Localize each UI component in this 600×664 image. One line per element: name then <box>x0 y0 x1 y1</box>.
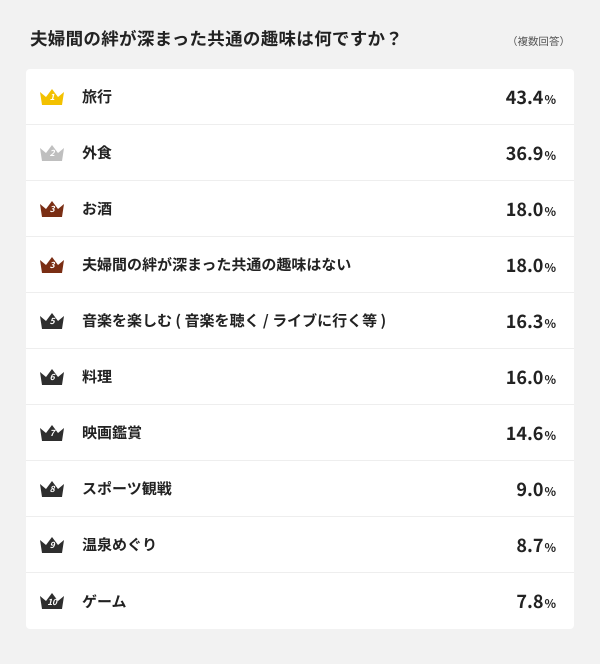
item-label: 外食 <box>82 142 506 163</box>
percent-sign: % <box>544 483 556 500</box>
crown-icon: 3 <box>38 198 66 220</box>
item-value: 16.0% <box>506 364 556 390</box>
crown-icon: 5 <box>38 310 66 332</box>
ranking-row: 3 夫婦間の絆が深まった共通の趣味はない18.0% <box>26 237 574 293</box>
crown-icon: 2 <box>38 142 66 164</box>
item-label: お酒 <box>82 198 506 219</box>
item-label: 旅行 <box>82 86 506 107</box>
rank-number: 5 <box>50 315 55 327</box>
item-value: 36.9% <box>506 140 556 166</box>
item-value: 18.0% <box>506 252 556 278</box>
rank-number: 8 <box>50 483 55 495</box>
crown-icon: 10 <box>38 590 66 612</box>
percent-sign: % <box>544 147 556 164</box>
rank-number: 3 <box>50 203 55 215</box>
item-value: 14.6% <box>506 420 556 446</box>
crown-icon: 8 <box>38 478 66 500</box>
percent-sign: % <box>544 427 556 444</box>
ranking-list: 1旅行43.4%2外食36.9%3お酒18.0%3夫婦間の絆が深まった共通の趣味… <box>26 69 574 629</box>
percent-sign: % <box>544 315 556 332</box>
percent-sign: % <box>544 203 556 220</box>
ranking-row: 6 料理16.0% <box>26 349 574 405</box>
item-label: 音楽を楽しむ ( 音楽を聴く / ライブに行く等 ) <box>82 310 506 331</box>
crown-icon: 7 <box>38 422 66 444</box>
rank-number: 7 <box>50 427 55 439</box>
rank-number: 2 <box>50 147 55 159</box>
title: 夫婦間の絆が深まった共通の趣味は何ですか？ <box>30 26 403 51</box>
note: （複数回答） <box>507 34 570 49</box>
item-label: 料理 <box>82 366 506 387</box>
item-label: 映画鑑賞 <box>82 422 506 443</box>
ranking-row: 10 ゲーム7.8% <box>26 573 574 629</box>
header: 夫婦間の絆が深まった共通の趣味は何ですか？ （複数回答） <box>26 26 574 51</box>
ranking-row: 7 映画鑑賞14.6% <box>26 405 574 461</box>
ranking-row: 3 お酒18.0% <box>26 181 574 237</box>
ranking-row: 2 外食36.9% <box>26 125 574 181</box>
ranking-row: 8 スポーツ観戦9.0% <box>26 461 574 517</box>
item-value: 43.4% <box>506 84 556 110</box>
percent-sign: % <box>544 595 556 612</box>
rank-number: 1 <box>50 91 55 103</box>
crown-icon: 1 <box>38 86 66 108</box>
item-label: ゲーム <box>82 591 516 612</box>
percent-sign: % <box>544 259 556 276</box>
percent-sign: % <box>544 371 556 388</box>
item-value: 9.0% <box>516 476 556 502</box>
crown-icon: 9 <box>38 534 66 556</box>
rank-number: 6 <box>50 371 55 383</box>
rank-number: 9 <box>50 539 55 551</box>
rank-number: 3 <box>50 259 55 271</box>
item-label: 夫婦間の絆が深まった共通の趣味はない <box>82 254 506 275</box>
item-value: 18.0% <box>506 196 556 222</box>
ranking-row: 5 音楽を楽しむ ( 音楽を聴く / ライブに行く等 )16.3% <box>26 293 574 349</box>
crown-icon: 6 <box>38 366 66 388</box>
item-label: 温泉めぐり <box>82 534 516 555</box>
ranking-row: 9 温泉めぐり8.7% <box>26 517 574 573</box>
percent-sign: % <box>544 539 556 556</box>
ranking-row: 1 旅行43.4% <box>26 69 574 125</box>
crown-icon: 3 <box>38 254 66 276</box>
rank-number: 10 <box>47 596 56 608</box>
percent-sign: % <box>544 91 556 108</box>
item-value: 8.7% <box>516 532 556 558</box>
item-value: 7.8% <box>516 588 556 614</box>
item-label: スポーツ観戦 <box>82 478 516 499</box>
ranking-card: 夫婦間の絆が深まった共通の趣味は何ですか？ （複数回答） 1 旅行43.4% 2 外食… <box>0 0 600 651</box>
item-value: 16.3% <box>506 308 556 334</box>
